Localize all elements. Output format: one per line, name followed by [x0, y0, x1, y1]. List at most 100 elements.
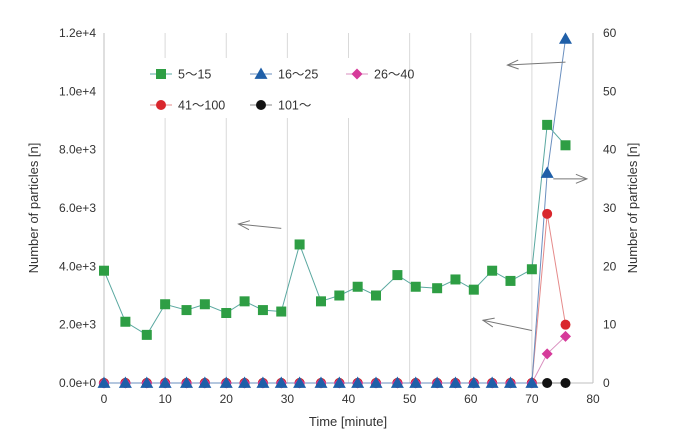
y-left-tick-label: 8.0e+3: [59, 143, 96, 157]
y-right-tick-label: 10: [603, 318, 617, 332]
data-point: [560, 378, 571, 388]
data-point: [487, 265, 498, 276]
y-right-tick-label: 60: [603, 26, 617, 40]
legend-label: 26～40: [374, 68, 414, 82]
y-left-tick-label: 0.0e+0: [59, 376, 96, 390]
data-point: [371, 290, 382, 301]
annotation-arrow-shaft: [238, 223, 282, 229]
data-point: [526, 264, 537, 275]
data-point: [558, 32, 572, 44]
x-tick-label: 40: [342, 392, 356, 406]
data-point: [160, 299, 171, 310]
y-left-tick-label: 1.2e+4: [59, 26, 96, 40]
annotation-arrow-shaft: [482, 319, 532, 331]
series-line: [103, 123, 566, 336]
y-right-tick-label: 30: [603, 201, 617, 215]
y-left-tick-label: 2.0e+3: [59, 318, 96, 332]
data-point: [97, 376, 111, 388]
y-left-tick-label: 1.0e+4: [59, 84, 96, 98]
legend-swatch-marker: [156, 100, 166, 110]
data-point: [181, 305, 192, 316]
data-point: [314, 376, 328, 388]
data-point: [410, 281, 421, 292]
annotation-arrow-head: [481, 317, 495, 328]
data-point: [219, 376, 233, 388]
data-point: [542, 119, 553, 130]
data-point: [560, 140, 571, 151]
x-tick-label: 80: [586, 392, 600, 406]
data-point: [450, 274, 461, 285]
data-point: [118, 376, 132, 388]
data-point: [199, 299, 210, 310]
data-point: [448, 376, 462, 388]
y-right-tick-label: 0: [603, 376, 610, 390]
x-tick-label: 20: [220, 392, 234, 406]
data-point: [468, 284, 479, 295]
data-point: [141, 329, 152, 340]
legend-label: 5～15: [178, 68, 211, 82]
data-point: [542, 208, 553, 219]
legend-swatch-marker: [351, 68, 363, 80]
data-point: [409, 376, 423, 388]
data-point: [180, 376, 194, 388]
data-point: [467, 376, 481, 388]
legend-swatch-marker: [256, 100, 266, 110]
data-point: [560, 319, 571, 330]
data-point: [158, 376, 172, 388]
annotation-arrow-shaft: [507, 61, 566, 66]
data-point: [542, 378, 553, 388]
y-left-tick-label: 4.0e+3: [59, 259, 96, 273]
data-point: [294, 239, 305, 250]
data-point: [430, 376, 444, 388]
y-axis-right-title: Number of particles [n]: [625, 143, 640, 274]
data-point: [221, 308, 232, 318]
data-point: [334, 290, 345, 301]
legend-label: 101～: [278, 99, 311, 113]
legend-label: 16～25: [278, 68, 318, 82]
legend-swatch-marker: [254, 67, 268, 79]
data-point: [505, 275, 516, 286]
annotation-arrow-head: [575, 173, 589, 184]
data-point: [369, 376, 383, 388]
legend-swatch-marker: [156, 69, 166, 79]
series-line: [104, 335, 566, 384]
data-point: [293, 376, 307, 388]
data-point: [390, 376, 404, 388]
data-point: [559, 330, 571, 342]
data-point: [256, 376, 270, 388]
x-axis-title: Time [minute]: [309, 414, 387, 429]
data-point: [276, 306, 287, 317]
annotation-arrow-head: [506, 59, 519, 70]
y-axis-left-title: Number of particles [n]: [26, 143, 41, 274]
data-point: [485, 376, 499, 388]
data-point: [315, 296, 326, 307]
y-left-tick-label: 6.0e+3: [59, 201, 96, 215]
annotation-arrow-head: [237, 220, 251, 231]
y-right-tick-label: 20: [603, 259, 617, 273]
legend-label: 41～100: [178, 99, 225, 113]
data-point: [503, 376, 517, 388]
data-point: [257, 305, 268, 316]
data-point: [540, 166, 554, 178]
y-right-tick-label: 50: [603, 84, 617, 98]
x-tick-label: 70: [525, 392, 539, 406]
data-point: [541, 348, 553, 360]
x-tick-label: 30: [281, 392, 295, 406]
data-point: [352, 281, 363, 292]
data-point: [140, 376, 154, 388]
data-point: [274, 376, 288, 388]
data-point: [525, 376, 539, 388]
data-point: [432, 283, 443, 294]
axes: Time [minute] Number of particles [n] Nu…: [26, 26, 640, 429]
data-point: [99, 265, 109, 276]
x-tick-label: 10: [158, 392, 172, 406]
x-tick-label: 0: [101, 392, 108, 406]
data-point: [120, 316, 131, 327]
data-point: [198, 376, 212, 388]
x-tick-label: 50: [403, 392, 417, 406]
data-point: [239, 296, 250, 307]
annotation-arrows: [237, 59, 589, 331]
legend: 5～15 16～25 26～40 41～100 101～: [140, 58, 414, 118]
